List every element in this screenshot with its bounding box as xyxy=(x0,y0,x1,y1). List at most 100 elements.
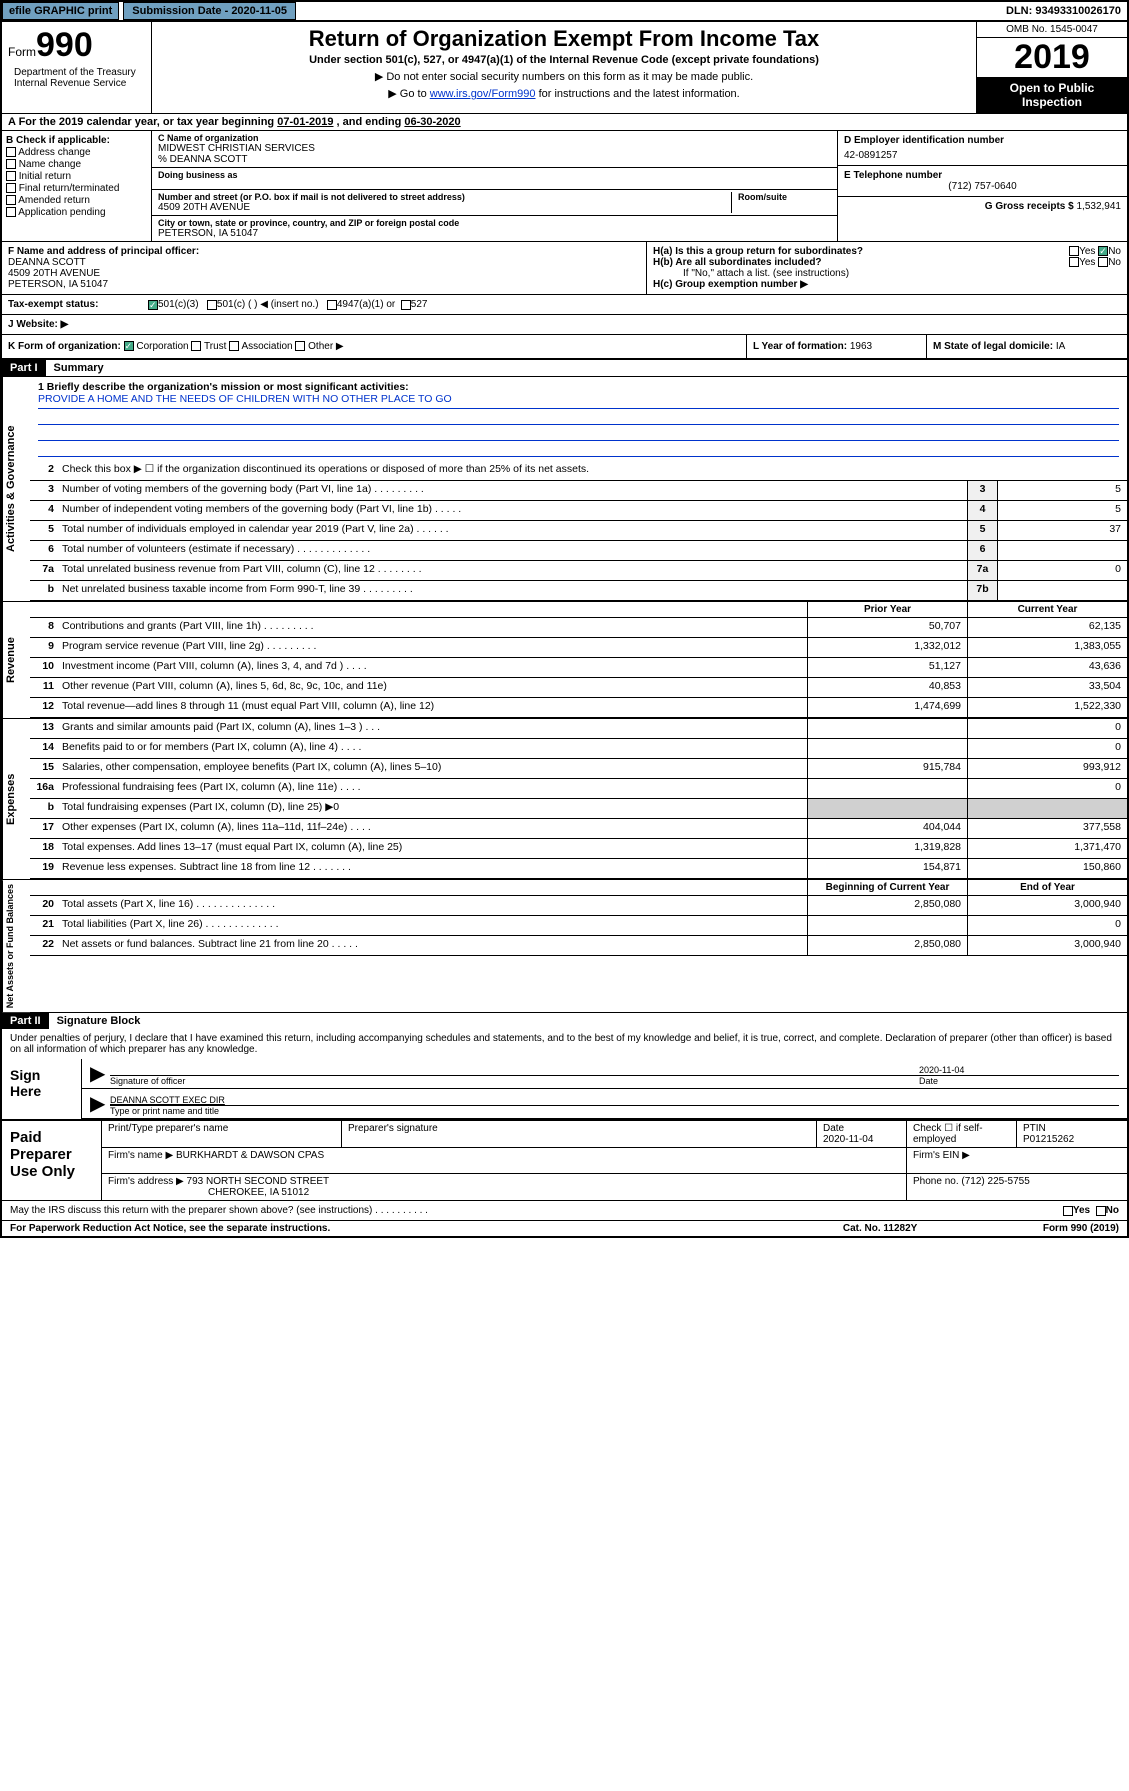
top-bar: efile GRAPHIC print Submission Date - 20… xyxy=(2,2,1127,22)
table-row: 20Total assets (Part X, line 16) . . . .… xyxy=(30,896,1127,916)
col-b-checkboxes: B Check if applicable: Address change Na… xyxy=(2,131,152,241)
preparer-date: 2020-11-04 xyxy=(823,1134,873,1145)
part-2-header: Part IISignature Block xyxy=(2,1013,1127,1029)
note-link: ▶ Go to www.irs.gov/Form990 for instruct… xyxy=(156,87,972,100)
mission-text: PROVIDE A HOME AND THE NEEDS OF CHILDREN… xyxy=(38,393,1119,409)
footer: For Paperwork Reduction Act Notice, see … xyxy=(2,1220,1127,1236)
form-header: Form990 Department of the Treasury Inter… xyxy=(2,22,1127,114)
table-row: 14Benefits paid to or for members (Part … xyxy=(30,739,1127,759)
discuss-row: May the IRS discuss this return with the… xyxy=(2,1201,1127,1220)
table-row: bTotal fundraising expenses (Part IX, co… xyxy=(30,799,1127,819)
gross-receipts: 1,532,941 xyxy=(1077,201,1122,212)
revenue-header: Prior Year Current Year xyxy=(30,602,1127,618)
sign-here-label: Sign Here xyxy=(2,1059,82,1119)
table-row: 19Revenue less expenses. Subtract line 1… xyxy=(30,859,1127,879)
table-row: 21Total liabilities (Part X, line 26) . … xyxy=(30,916,1127,936)
h-c: H(c) Group exemption number ▶ xyxy=(653,279,1121,290)
net-header: Beginning of Current Year End of Year xyxy=(30,880,1127,896)
state-domicile: IA xyxy=(1056,341,1065,352)
side-expenses: Expenses xyxy=(2,719,30,879)
table-row: 9Program service revenue (Part VIII, lin… xyxy=(30,638,1127,658)
officer-name: DEANNA SCOTT xyxy=(8,257,640,268)
year-formation: 1963 xyxy=(850,341,872,352)
section-a-tax-year: A For the 2019 calendar year, or tax yea… xyxy=(2,114,1127,131)
department: Department of the Treasury Internal Reve… xyxy=(8,65,145,91)
chk-discuss-yes[interactable] xyxy=(1063,1206,1073,1216)
chk-name-change[interactable]: Name change xyxy=(6,159,147,170)
ein: 42-0891257 xyxy=(844,150,1121,161)
paid-preparer-label: Paid Preparer Use Only xyxy=(2,1121,102,1200)
table-row: 16aProfessional fundraising fees (Part I… xyxy=(30,779,1127,799)
gov-line: 7aTotal unrelated business revenue from … xyxy=(30,561,1127,581)
open-public: Open to Public Inspection xyxy=(977,77,1127,113)
chk-final-return[interactable]: Final return/terminated xyxy=(6,183,147,194)
omb-number: OMB No. 1545-0047 xyxy=(977,22,1127,38)
table-row: 15Salaries, other compensation, employee… xyxy=(30,759,1127,779)
sig-date: 2020-11-04 xyxy=(919,1065,1119,1075)
care-of: % DEANNA SCOTT xyxy=(158,154,831,165)
h-b-note: If "No," attach a list. (see instruction… xyxy=(683,268,1121,279)
table-row: 11Other revenue (Part VIII, column (A), … xyxy=(30,678,1127,698)
main-title: Return of Organization Exempt From Incom… xyxy=(156,26,972,52)
mission-block: 1 Briefly describe the organization's mi… xyxy=(30,377,1127,461)
table-row: 13Grants and similar amounts paid (Part … xyxy=(30,719,1127,739)
chk-501c3[interactable] xyxy=(148,300,158,310)
part-1-header: Part ISummary xyxy=(2,360,1127,377)
org-name: MIDWEST CHRISTIAN SERVICES xyxy=(158,143,831,154)
gov-line: 5Total number of individuals employed in… xyxy=(30,521,1127,541)
city-state-zip: PETERSON, IA 51047 xyxy=(158,228,831,239)
chk-initial-return[interactable]: Initial return xyxy=(6,171,147,182)
paid-preparer-section: Paid Preparer Use Only Print/Type prepar… xyxy=(2,1121,1127,1201)
table-row: 8Contributions and grants (Part VIII, li… xyxy=(30,618,1127,638)
chk-corporation[interactable] xyxy=(124,341,134,351)
info-grid: B Check if applicable: Address change Na… xyxy=(2,131,1127,242)
ptin: P01215262 xyxy=(1023,1134,1074,1145)
street-address: 4509 20TH AVENUE xyxy=(158,202,731,213)
gov-line: 4Number of independent voting members of… xyxy=(30,501,1127,521)
form990-link[interactable]: www.irs.gov/Form990 xyxy=(430,88,536,100)
officer-print-name: DEANNA SCOTT EXEC DIR xyxy=(110,1095,1119,1105)
telephone: (712) 757-0640 xyxy=(844,181,1121,192)
chk-4947[interactable] xyxy=(327,300,337,310)
firm-addr2: CHEROKEE, IA 51012 xyxy=(208,1187,309,1198)
table-row: 17Other expenses (Part IX, column (A), l… xyxy=(30,819,1127,839)
chk-527[interactable] xyxy=(401,300,411,310)
firm-addr1: 793 NORTH SECOND STREET xyxy=(187,1176,330,1187)
dln: DLN: 93493310026170 xyxy=(1000,3,1127,19)
subtitle: Under section 501(c), 527, or 4947(a)(1)… xyxy=(156,54,972,66)
officer-addr2: PETERSON, IA 51047 xyxy=(8,279,640,290)
chk-address-change[interactable]: Address change xyxy=(6,147,147,158)
gov-line: 2Check this box ▶ ☐ if the organization … xyxy=(30,461,1127,481)
signature-section: Under penalties of perjury, I declare th… xyxy=(2,1029,1127,1121)
h-b: H(b) Are all subordinates included? Yes … xyxy=(653,257,1121,268)
gov-line: bNet unrelated business taxable income f… xyxy=(30,581,1127,601)
website-row: J Website: ▶ xyxy=(2,315,1127,335)
form-prefix: Form xyxy=(8,45,36,59)
k-row: K Form of organization: Corporation Trus… xyxy=(2,335,1127,360)
gov-line: 3Number of voting members of the governi… xyxy=(30,481,1127,501)
efile-button[interactable]: efile GRAPHIC print xyxy=(2,2,119,20)
table-row: 22Net assets or fund balances. Subtract … xyxy=(30,936,1127,956)
chk-discuss-no[interactable] xyxy=(1096,1206,1106,1216)
gov-line: 6Total number of volunteers (estimate if… xyxy=(30,541,1127,561)
submission-date: Submission Date - 2020-11-05 xyxy=(123,2,296,20)
chk-other[interactable] xyxy=(295,341,305,351)
side-governance: Activities & Governance xyxy=(2,377,30,601)
chk-amended[interactable]: Amended return xyxy=(6,195,147,206)
table-row: 18Total expenses. Add lines 13–17 (must … xyxy=(30,839,1127,859)
table-row: 12Total revenue—add lines 8 through 11 (… xyxy=(30,698,1127,718)
col-defg: D Employer identification number 42-0891… xyxy=(837,131,1127,241)
table-row: 10Investment income (Part VIII, column (… xyxy=(30,658,1127,678)
h-a: H(a) Is this a group return for subordin… xyxy=(653,246,1121,257)
firm-phone: (712) 225-5755 xyxy=(961,1176,1029,1187)
chk-trust[interactable] xyxy=(191,341,201,351)
note-ssn: ▶ Do not enter social security numbers o… xyxy=(156,70,972,83)
tax-status-row: Tax-exempt status: 501(c)(3) 501(c) ( ) … xyxy=(2,295,1127,315)
side-net-assets: Net Assets or Fund Balances xyxy=(2,880,30,1012)
chk-501c[interactable] xyxy=(207,300,217,310)
officer-row: F Name and address of principal officer:… xyxy=(2,242,1127,295)
chk-application-pending[interactable]: Application pending xyxy=(6,207,147,218)
col-c-org-info: C Name of organization MIDWEST CHRISTIAN… xyxy=(152,131,837,241)
chk-association[interactable] xyxy=(229,341,239,351)
firm-name: BURKHARDT & DAWSON CPAS xyxy=(176,1150,324,1161)
